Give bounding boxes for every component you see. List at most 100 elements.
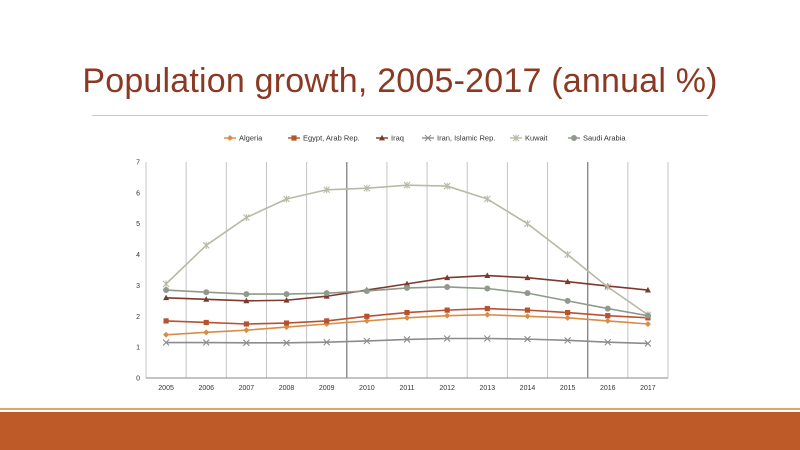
y-tick-label: 1: [136, 345, 140, 352]
data-point-iran-islamic-rep: [524, 335, 531, 343]
data-point-algeria: [243, 327, 250, 334]
legend-marker: [227, 135, 233, 141]
data-point-kuwait: [524, 220, 531, 228]
data-point-kuwait: [483, 195, 491, 203]
data-point-saudi-arabia: [243, 291, 250, 298]
series-kuwait: [162, 181, 652, 319]
data-point-saudi-arabia: [484, 285, 491, 292]
series-egypt-arab-rep: [163, 305, 651, 327]
data-point-saudi-arabia: [404, 284, 410, 291]
legend-item-iran-islamic-rep: Iran, Islamic Rep.: [422, 134, 495, 143]
data-point-egypt-arab-rep: [484, 305, 490, 312]
data-point-egypt-arab-rep: [243, 321, 249, 327]
data-point-saudi-arabia: [444, 283, 451, 290]
data-point-algeria: [203, 329, 210, 336]
data-point-egypt-arab-rep: [163, 318, 169, 324]
x-tick-label: 2010: [359, 385, 375, 392]
data-point-kuwait: [242, 214, 250, 222]
legend-marker: [291, 135, 297, 141]
data-point-iran-islamic-rep: [403, 336, 411, 343]
legend-label: Kuwait: [525, 134, 548, 143]
legend-label: Iraq: [391, 134, 404, 143]
x-tick-label: 2008: [279, 385, 295, 392]
data-point-iran-islamic-rep: [644, 340, 652, 347]
data-point-kuwait: [403, 181, 411, 189]
chart-grid: [145, 162, 669, 378]
data-point-algeria: [484, 311, 491, 318]
legend-label: Algeria: [239, 134, 263, 143]
data-point-saudi-arabia: [644, 312, 651, 319]
data-point-algeria: [404, 314, 410, 321]
data-point-iran-islamic-rep: [202, 339, 210, 346]
series-line-kuwait: [165, 184, 649, 316]
data-point-saudi-arabia: [524, 290, 531, 297]
series-iran-islamic-rep: [162, 335, 652, 347]
x-tick-label: 2006: [198, 385, 214, 392]
legend-item-algeria: Algeria: [224, 134, 263, 143]
x-tick-label: 2013: [480, 385, 496, 392]
data-point-iran-islamic-rep: [162, 339, 170, 346]
data-point-egypt-arab-rep: [444, 307, 450, 313]
data-point-saudi-arabia: [564, 297, 571, 304]
data-point-saudi-arabia: [203, 289, 210, 296]
data-point-iraq: [283, 297, 290, 303]
legend-item-egypt-arab-rep: Egypt, Arab Rep.: [288, 134, 360, 143]
data-point-iraq: [243, 297, 250, 304]
y-tick-label: 0: [136, 376, 140, 383]
y-tick-label: 4: [136, 252, 140, 259]
data-point-saudi-arabia: [323, 290, 330, 297]
data-point-egypt-arab-rep: [324, 318, 330, 324]
legend-item-saudi-arabia: Saudi Arabia: [568, 134, 626, 143]
slide-title: Population growth, 2005-2017 (annual %): [82, 62, 718, 100]
data-point-iraq: [484, 272, 491, 278]
data-point-egypt-arab-rep: [364, 313, 370, 319]
legend-marker: [571, 135, 577, 141]
data-point-algeria: [564, 314, 571, 321]
series-iraq: [163, 272, 651, 304]
data-point-iraq: [163, 294, 170, 301]
data-point-algeria: [604, 317, 611, 324]
series-saudi-arabia: [163, 283, 651, 319]
data-point-iraq: [564, 278, 571, 285]
data-point-kuwait: [604, 283, 612, 291]
data-point-algeria: [444, 312, 451, 319]
data-point-egypt-arab-rep: [524, 307, 531, 313]
footer-bar: [0, 412, 800, 450]
data-point-egypt-arab-rep: [203, 319, 209, 326]
data-point-iraq: [404, 280, 410, 287]
legend-marker: [379, 134, 385, 141]
data-point-iran-islamic-rep: [483, 335, 491, 342]
y-tick-label: 5: [136, 221, 140, 228]
data-point-algeria: [163, 331, 170, 338]
data-point-egypt-arab-rep: [605, 313, 611, 319]
data-point-iran-islamic-rep: [564, 336, 572, 344]
data-point-iran-islamic-rep: [242, 339, 250, 347]
data-point-saudi-arabia: [163, 287, 170, 294]
legend-label: Saudi Arabia: [583, 134, 626, 143]
data-point-iran-islamic-rep: [604, 338, 612, 346]
data-point-algeria: [644, 321, 651, 327]
x-tick-label: 2009: [319, 385, 335, 392]
data-point-egypt-arab-rep: [404, 309, 410, 316]
data-point-saudi-arabia: [604, 305, 611, 312]
data-point-iran-islamic-rep: [323, 338, 331, 346]
legend-marker: [512, 134, 520, 142]
data-point-algeria: [363, 317, 370, 324]
y-tick-label: 3: [136, 283, 140, 290]
y-tick-label: 7: [136, 160, 140, 167]
data-point-kuwait: [564, 251, 572, 259]
data-point-iraq: [524, 274, 531, 281]
data-point-kuwait: [363, 184, 371, 192]
data-point-iraq: [203, 296, 210, 302]
x-tick-label: 2015: [560, 385, 576, 392]
data-point-saudi-arabia: [363, 287, 370, 294]
x-tick-label: 2016: [600, 385, 616, 392]
data-point-kuwait: [323, 186, 331, 194]
data-point-iran-islamic-rep: [363, 337, 371, 345]
footer-accent-line: [0, 408, 800, 410]
x-tick-label: 2014: [520, 385, 536, 392]
title-divider: [92, 115, 708, 116]
chart-legend: Algeria Egypt, Arab Rep. Iraq Iran, Islamic…: [224, 134, 626, 143]
legend-item-iraq: Iraq: [376, 134, 404, 143]
